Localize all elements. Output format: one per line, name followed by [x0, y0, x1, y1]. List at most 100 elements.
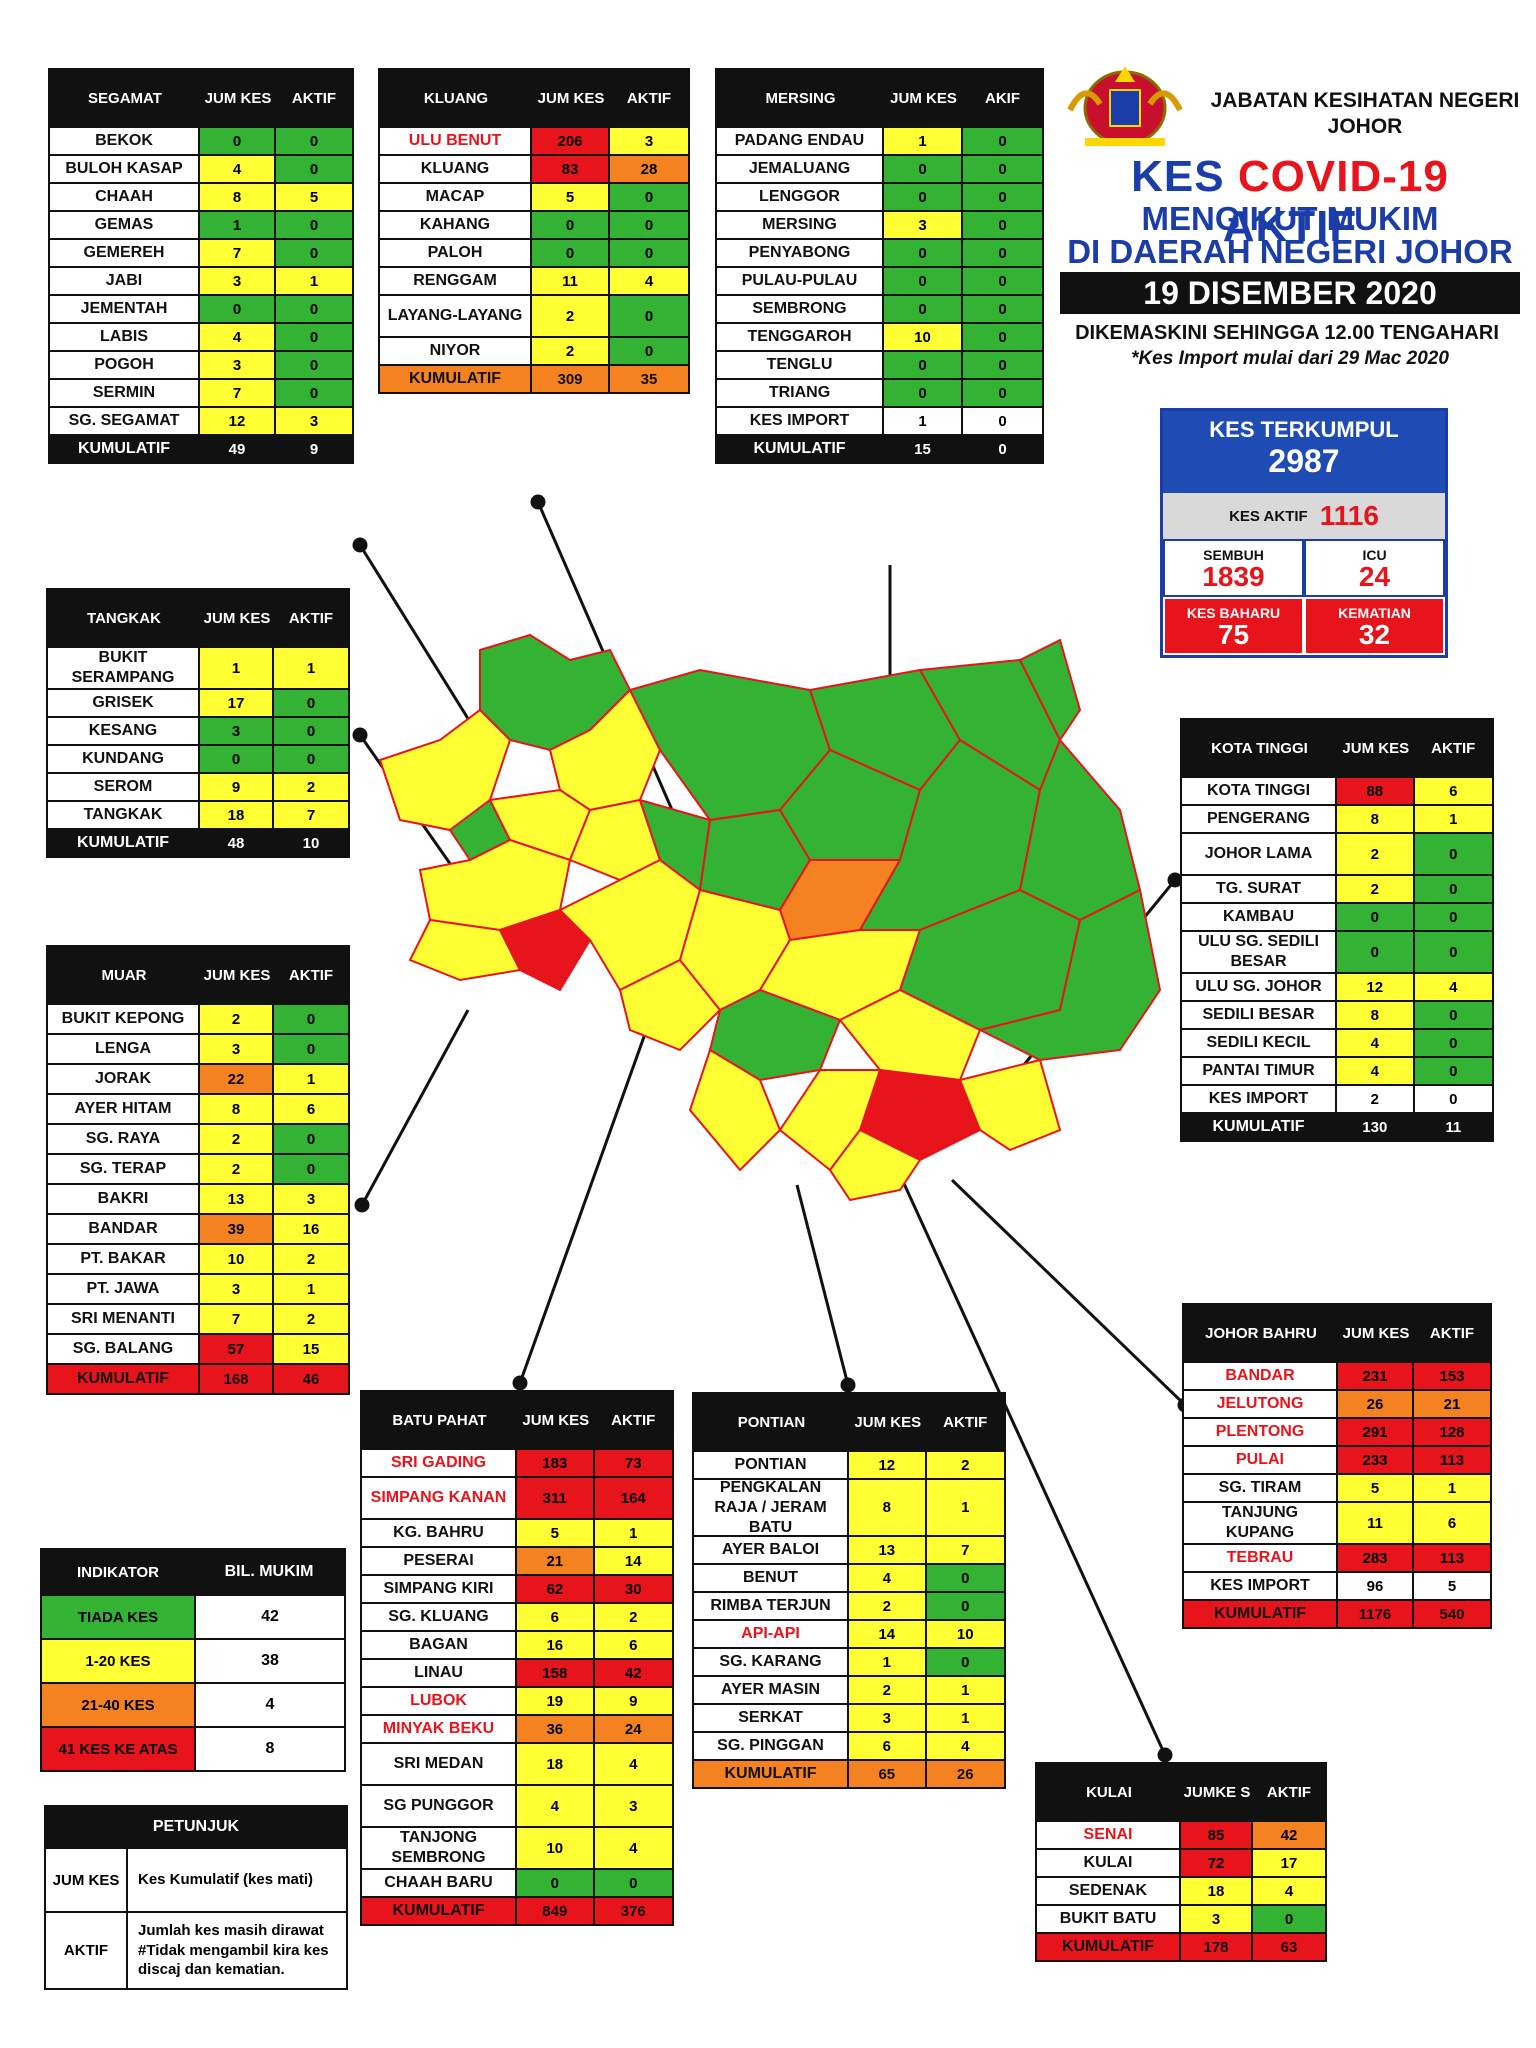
district-name: SEGAMAT — [88, 89, 162, 107]
table-tangkak: TANGKAK JUM KES AKTIF BUKIT SERAMPANG 1 1 GRIS… — [46, 588, 350, 858]
jum-kes-value: 2 — [1337, 1086, 1415, 1112]
mukim-name: API-API — [694, 1621, 850, 1647]
jum-kes-value: 283 — [1338, 1545, 1414, 1571]
table-row: SIMPANG KANAN 311 164 — [362, 1476, 673, 1518]
aktif-value: 0 — [963, 352, 1042, 378]
table-row: PONTIAN 12 2 — [694, 1450, 1005, 1478]
mukim-name: POGOH — [50, 352, 200, 378]
col-jum-kes: JUM KES — [203, 609, 271, 627]
aktif-value: 164 — [594, 1478, 673, 1518]
legend-label: 41 KES KE ATAS — [42, 1728, 196, 1770]
aktif-value: 4 — [594, 1744, 673, 1784]
mukim-name: KUNDANG — [48, 746, 200, 772]
aktif-value: 6 — [1414, 1503, 1490, 1543]
col-jum-kes: JUM KES — [204, 89, 272, 107]
aktif-value: 0 — [274, 1005, 348, 1033]
district-name: KLUANG — [423, 89, 489, 107]
mukim-name: SEDENAK — [1037, 1878, 1181, 1904]
indicator-legend: INDIKATOR BIL. MUKIM TIADA KES 42 1-20 KES… — [40, 1548, 346, 1772]
header-area: JABATAN KESIHATAN NEGERI JOHOR KES COVID… — [1060, 60, 1520, 380]
table-row: KLUANG 83 28 — [380, 154, 688, 182]
jum-kes-value: 1 — [200, 648, 274, 688]
jum-kes-value: 0 — [200, 128, 276, 154]
total-cases: KES TERKUMPUL 2987 — [1163, 411, 1445, 493]
mukim-name: JEMALUANG — [717, 156, 884, 182]
new-value: 75 — [1217, 619, 1250, 650]
jum-kes-value: 10 — [884, 324, 963, 350]
aktif-value: 4 — [1414, 974, 1493, 1000]
table-row: TENGLU 0 0 — [717, 350, 1042, 378]
district-name: TANGKAK — [87, 609, 161, 627]
aktif-value: 0 — [1253, 1906, 1325, 1932]
table-row: ULU SG. JOHOR 12 4 — [1182, 972, 1493, 1000]
total-label: KUMULATIF — [1184, 1601, 1338, 1627]
jum-kes-value: 8 — [200, 184, 276, 210]
legend-label: 1-20 KES — [42, 1640, 196, 1682]
jum-kes-value: 0 — [200, 746, 274, 772]
col-jum-kes: JUM KES — [1342, 1324, 1410, 1342]
table-row: ULU SG. SEDILI BESAR 0 0 — [1182, 930, 1493, 972]
total-aktif: 35 — [610, 366, 688, 392]
jum-kes-value: 11 — [1338, 1503, 1414, 1543]
jum-kes-value: 3 — [884, 212, 963, 238]
mukim-name: BAGAN — [362, 1632, 518, 1658]
jum-kes-value: 2 — [532, 338, 610, 364]
table-row: API-API 14 10 — [694, 1619, 1005, 1647]
table-row: PT. JAWA 3 1 — [48, 1273, 348, 1303]
guide-desc-jum-kes: Kes Kumulatif (kes mati) — [138, 1871, 314, 1889]
district-name: JOHOR BAHRU — [1205, 1324, 1317, 1342]
table-row: PT. BAKAR 10 2 — [48, 1243, 348, 1273]
jum-kes-value: 183 — [517, 1450, 595, 1476]
aktif-value: 42 — [1253, 1822, 1325, 1848]
department-name: JABATAN KESIHATAN NEGERI JOHOR — [1210, 89, 1520, 139]
mukim-name: SG. TERAP — [48, 1155, 200, 1183]
aktif-value: 1 — [1414, 806, 1493, 832]
jum-kes-value: 72 — [1181, 1850, 1253, 1876]
jum-kes-value: 3 — [200, 718, 274, 744]
aktif-value: 1 — [276, 268, 352, 294]
legend-label: TIADA KES — [42, 1596, 196, 1638]
col-jum-kes: JUM KES — [203, 966, 271, 984]
mukim-name: TENGLU — [717, 352, 884, 378]
total-label: KUMULATIF — [362, 1898, 518, 1924]
table-row: SENAI 85 42 — [1037, 1820, 1325, 1848]
mukim-name: ULU SG. JOHOR — [1182, 974, 1338, 1000]
col-aktif: AKTIF — [943, 1413, 988, 1431]
aktif-value: 1 — [1414, 1475, 1490, 1501]
mukim-name: CHAAH BARU — [362, 1870, 518, 1896]
jum-kes-value: 2 — [1337, 876, 1415, 902]
jum-kes-value: 5 — [1338, 1475, 1414, 1501]
import-note: *Kes Import mulai dari 29 Mac 2020 — [1131, 348, 1449, 369]
legend-count: 42 — [261, 1608, 279, 1625]
table-row: TANGKAK 18 7 — [48, 800, 348, 828]
total-row: KUMULATIF 65 26 — [694, 1759, 1005, 1787]
mukim-name: KES IMPORT — [717, 408, 884, 434]
jum-kes-value: 5 — [517, 1520, 595, 1546]
total-aktif: 26 — [926, 1761, 1005, 1787]
col-aktif: AKTIF — [611, 1411, 656, 1429]
total-label: KUMULATIF — [717, 436, 884, 462]
mukim-name: SG. KARANG — [694, 1649, 850, 1675]
total-jum-kes: 48 — [200, 830, 274, 856]
mukim-name: SIMPANG KIRI — [362, 1576, 518, 1602]
jum-kes-value: 57 — [200, 1335, 274, 1363]
aktif-value: 24 — [594, 1716, 673, 1742]
table-row: KOTA TINGGI 88 6 — [1182, 776, 1493, 804]
mukim-name: BULOH KASAP — [50, 156, 200, 182]
mukim-name: MINYAK BEKU — [362, 1716, 518, 1742]
table-segamat: SEGAMAT JUM KES AKTIF BEKOK 0 0 BULOH KASAP 4 0 C… — [48, 68, 354, 464]
table-row: BUKIT SERAMPANG 1 1 — [48, 646, 348, 688]
table-row: BUKIT KEPONG 2 0 — [48, 1003, 348, 1033]
aktif-value: 0 — [274, 1035, 348, 1063]
table-row: AYER BALOI 13 7 — [694, 1535, 1005, 1563]
aktif-value: 73 — [594, 1450, 673, 1476]
aktif-value: 3 — [610, 128, 688, 154]
guide-title: PETUNJUK — [46, 1807, 346, 1847]
table-row: KULAI 72 17 — [1037, 1848, 1325, 1876]
total-label: KUMULATIF — [50, 436, 200, 462]
jum-kes-value: 17 — [200, 690, 274, 716]
table-row: CHAAH 8 5 — [50, 182, 352, 210]
table-row: PLENTONG 291 128 — [1184, 1417, 1490, 1445]
total-jum-kes: 849 — [517, 1898, 595, 1924]
mukim-name: BUKIT SERAMPANG — [48, 648, 200, 688]
